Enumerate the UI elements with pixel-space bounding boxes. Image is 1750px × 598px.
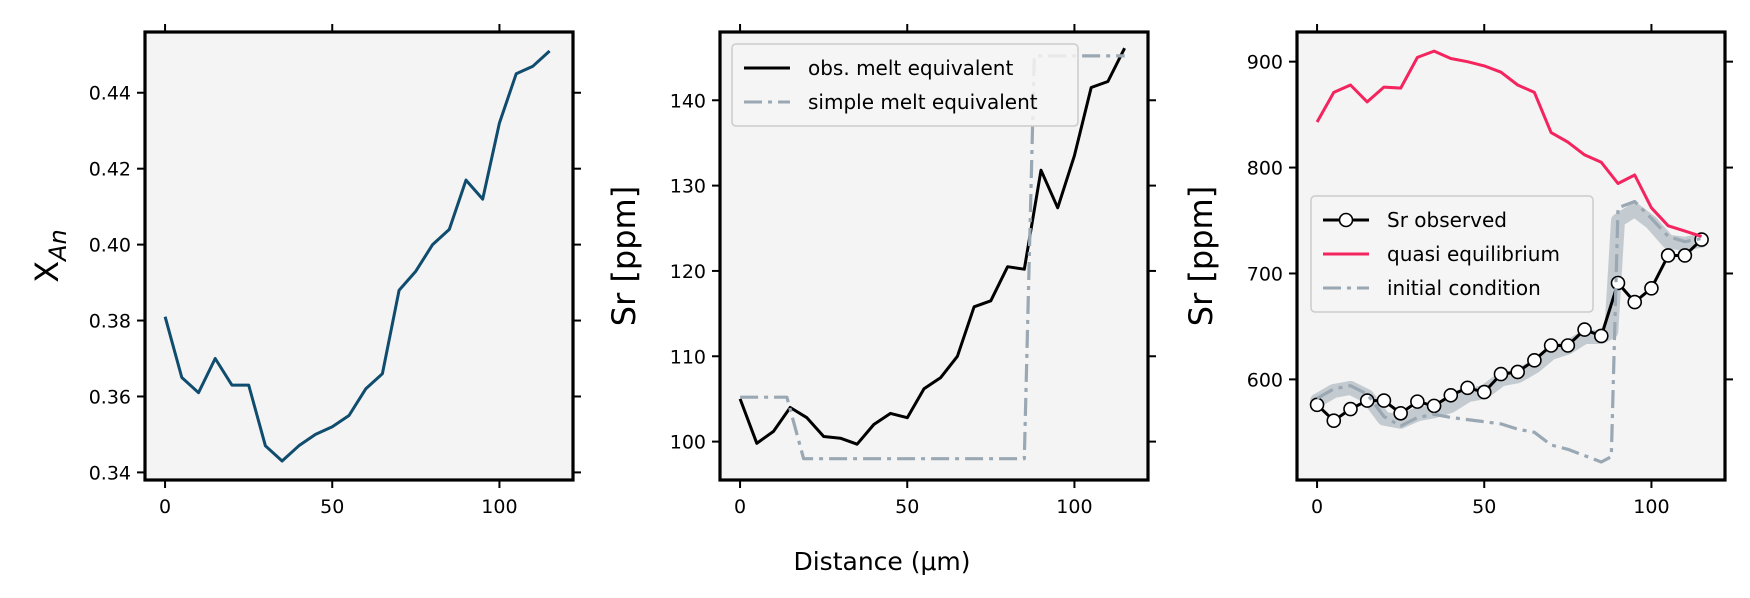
panel-left: 0 50 100 0.34 0.36 0.38 0.40 0.42 0.44 XAn <box>28 24 581 518</box>
data-point <box>1660 248 1676 263</box>
y-tick-label: 700 <box>1247 263 1283 285</box>
y-axis-label: Sr [ppm] <box>605 186 643 326</box>
data-point <box>1577 322 1592 337</box>
data-point <box>1476 384 1492 400</box>
data-point <box>1309 397 1325 413</box>
data-point <box>1410 394 1425 409</box>
data-point <box>1627 294 1643 310</box>
legend-label: Sr observed <box>1387 208 1507 232</box>
data-point <box>1376 393 1392 408</box>
y-tick-label: 0.36 <box>89 386 131 408</box>
y-tick-label: 110 <box>670 346 706 368</box>
x-tick-label: 50 <box>320 496 344 518</box>
y-axis-label: XAn <box>28 229 72 283</box>
series-line-0 <box>163 49 551 463</box>
legend-label: quasi equilibrium <box>1387 242 1560 266</box>
y-axis-label: Sr [ppm] <box>1182 186 1220 326</box>
x-tick-label: 50 <box>1472 496 1496 518</box>
plot-content <box>1309 49 1709 464</box>
x-tick-label: 50 <box>895 496 919 518</box>
legend-label: obs. melt equivalent <box>808 56 1013 80</box>
y-tick-label: 0.42 <box>89 159 131 181</box>
y-tick-label: 130 <box>670 176 706 198</box>
panel-middle: 0 50 100 100 110 120 130 140 Sr [ppm] obs. melt e… <box>605 24 1156 518</box>
data-point <box>1343 401 1358 417</box>
data-point <box>1426 398 1442 414</box>
data-point <box>1493 366 1509 382</box>
axes-frame <box>143 30 575 482</box>
data-point <box>1527 353 1542 368</box>
data-point <box>1543 338 1559 353</box>
data-point <box>1359 393 1375 408</box>
y-tick-label: 0.40 <box>89 235 131 257</box>
y-tick-label: 140 <box>670 90 706 112</box>
data-point <box>1644 281 1659 296</box>
data-point <box>1677 248 1693 263</box>
axes-frame <box>1295 30 1727 482</box>
data-point <box>1393 405 1408 421</box>
legend-box <box>731 43 1079 127</box>
series-line-quasi-equilibrium <box>1315 49 1703 238</box>
x-tick-label: 100 <box>481 496 517 518</box>
data-point <box>1560 338 1576 353</box>
series-line-obs-melt-equivalent <box>738 47 1126 446</box>
legend-marker <box>1338 212 1354 228</box>
y-tick-label: 900 <box>1247 52 1283 74</box>
y-tick-label: 0.34 <box>89 462 131 484</box>
legend: obs. melt equivalent simple melt equivale… <box>731 43 1079 127</box>
x-tick-label: 100 <box>1056 496 1092 518</box>
y-tick-label: 0.44 <box>89 83 131 105</box>
x-tick-label: 0 <box>159 496 171 518</box>
x-tick-label: 0 <box>1311 496 1323 518</box>
data-point <box>1593 328 1609 344</box>
x-axis-label: Distance (μm) <box>793 547 970 576</box>
y-tick-label: 100 <box>670 432 706 454</box>
plot-content <box>163 49 551 463</box>
y-tick-label: 600 <box>1247 369 1283 391</box>
data-point <box>1460 380 1475 396</box>
plot-area <box>145 32 573 480</box>
series-line-initial-condition <box>1316 199 1702 464</box>
y-tick-label: 0.38 <box>89 311 131 333</box>
data-point <box>1510 364 1525 380</box>
legend: Sr observed quasi equilibrium initial cond… <box>1310 195 1594 313</box>
y-tick-label: 120 <box>670 261 706 283</box>
data-point <box>1443 387 1459 403</box>
x-tick-label: 100 <box>1633 496 1669 518</box>
legend-label: initial condition <box>1387 276 1541 300</box>
legend-box <box>1310 195 1594 313</box>
legend-label: simple melt equivalent <box>808 90 1038 114</box>
data-point <box>1610 275 1626 291</box>
panel-right: 0 50 100 600 700 800 900 Sr [ppm] Sr observed qua… <box>1182 24 1733 518</box>
data-point <box>1326 413 1342 428</box>
axes-frame <box>718 30 1150 482</box>
y-tick-label: 800 <box>1247 158 1283 180</box>
x-tick-label: 0 <box>734 496 746 518</box>
